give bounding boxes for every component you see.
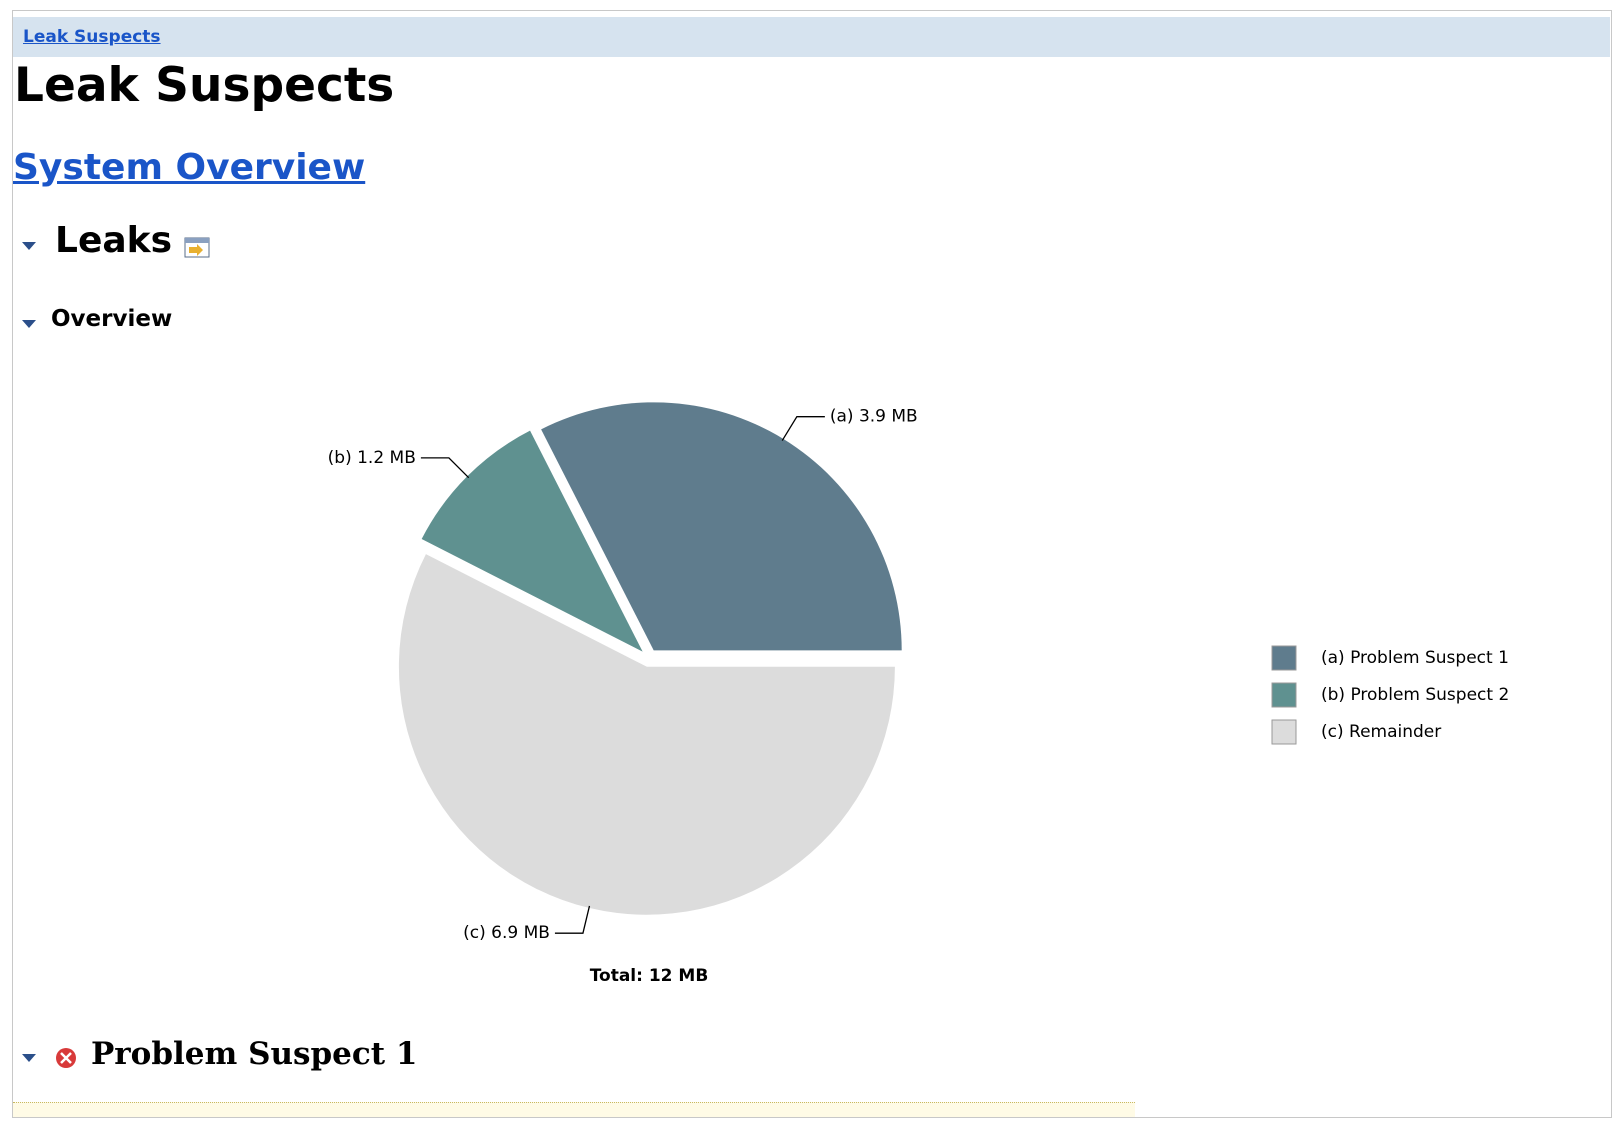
pie-slice: [398, 554, 895, 915]
page-title: Leak Suspects: [14, 58, 395, 113]
leader-line: [554, 905, 591, 934]
legend-label: (c) Remainder: [1321, 722, 1441, 742]
value-label: (a) 3.9 MB: [830, 407, 918, 427]
pie-slice: [541, 402, 902, 651]
leader-line: [420, 457, 470, 479]
pie-slice: [421, 430, 643, 652]
legend-swatch: [1271, 719, 1297, 745]
total-label: Total: 12 MB: [590, 966, 709, 986]
suspect-heading: Problem Suspect 1: [91, 1036, 418, 1072]
value-label: (c) 6.9 MB: [463, 923, 550, 943]
legend-swatch: [1271, 645, 1297, 671]
overview-link[interactable]: System Overview: [13, 147, 366, 188]
error-icon-x: [60, 1052, 72, 1064]
legend-swatch: [1271, 682, 1297, 708]
export-icon-bar: [185, 238, 209, 243]
export-icon-arrow: [189, 244, 203, 256]
collapse-arrow[interactable]: [22, 1054, 36, 1062]
breadcrumb-bar: [13, 17, 1610, 57]
legend-label: (b) Problem Suspect 2: [1321, 685, 1509, 705]
breadcrumb-link[interactable]: Leak Suspects: [23, 27, 161, 47]
details-box: [13, 1102, 1135, 1117]
overview-heading: Overview: [51, 306, 173, 332]
collapse-arrow[interactable]: [22, 320, 36, 328]
leader-line: [781, 416, 825, 441]
collapse-arrow[interactable]: [22, 242, 36, 250]
legend-label: (a) Problem Suspect 1: [1321, 648, 1509, 668]
frame: [12, 10, 1612, 1118]
leaks-heading: Leaks: [55, 220, 173, 261]
value-label: (b) 1.2 MB: [328, 448, 416, 468]
